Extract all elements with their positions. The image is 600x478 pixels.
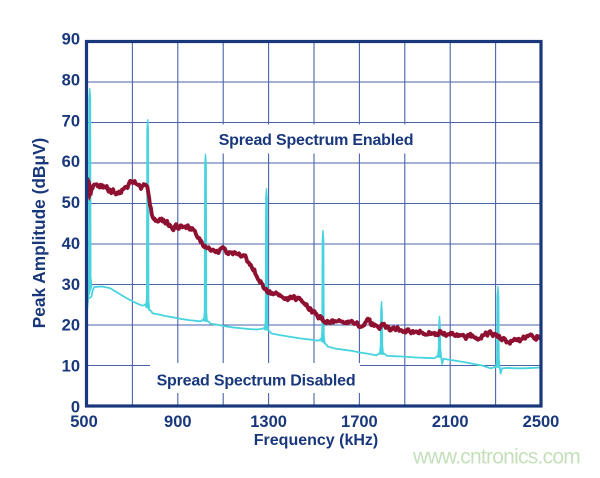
svg-text:Spread Spectrum Disabled: Spread Spectrum Disabled bbox=[157, 373, 356, 390]
svg-text:2100: 2100 bbox=[432, 413, 469, 431]
svg-text:Spread Spectrum Enabled: Spread Spectrum Enabled bbox=[219, 132, 414, 149]
svg-text:2500: 2500 bbox=[523, 413, 560, 431]
svg-text:900: 900 bbox=[164, 413, 192, 431]
svg-text:40: 40 bbox=[62, 235, 80, 253]
svg-text:www.cntronics.com: www.cntronics.com bbox=[412, 446, 580, 469]
svg-text:1700: 1700 bbox=[341, 413, 378, 431]
svg-text:0: 0 bbox=[71, 398, 80, 416]
svg-text:Frequency (kHz): Frequency (kHz) bbox=[254, 432, 378, 449]
svg-text:500: 500 bbox=[70, 413, 98, 431]
svg-text:90: 90 bbox=[62, 31, 80, 49]
svg-text:50: 50 bbox=[62, 194, 80, 212]
svg-text:1300: 1300 bbox=[250, 413, 287, 431]
svg-text:60: 60 bbox=[62, 153, 80, 171]
svg-text:70: 70 bbox=[62, 112, 80, 130]
svg-text:Peak Amplitude (dBμV): Peak Amplitude (dBμV) bbox=[29, 138, 49, 328]
svg-text:10: 10 bbox=[62, 358, 80, 376]
svg-text:20: 20 bbox=[62, 317, 80, 335]
svg-text:80: 80 bbox=[62, 72, 80, 90]
svg-text:30: 30 bbox=[62, 276, 80, 294]
